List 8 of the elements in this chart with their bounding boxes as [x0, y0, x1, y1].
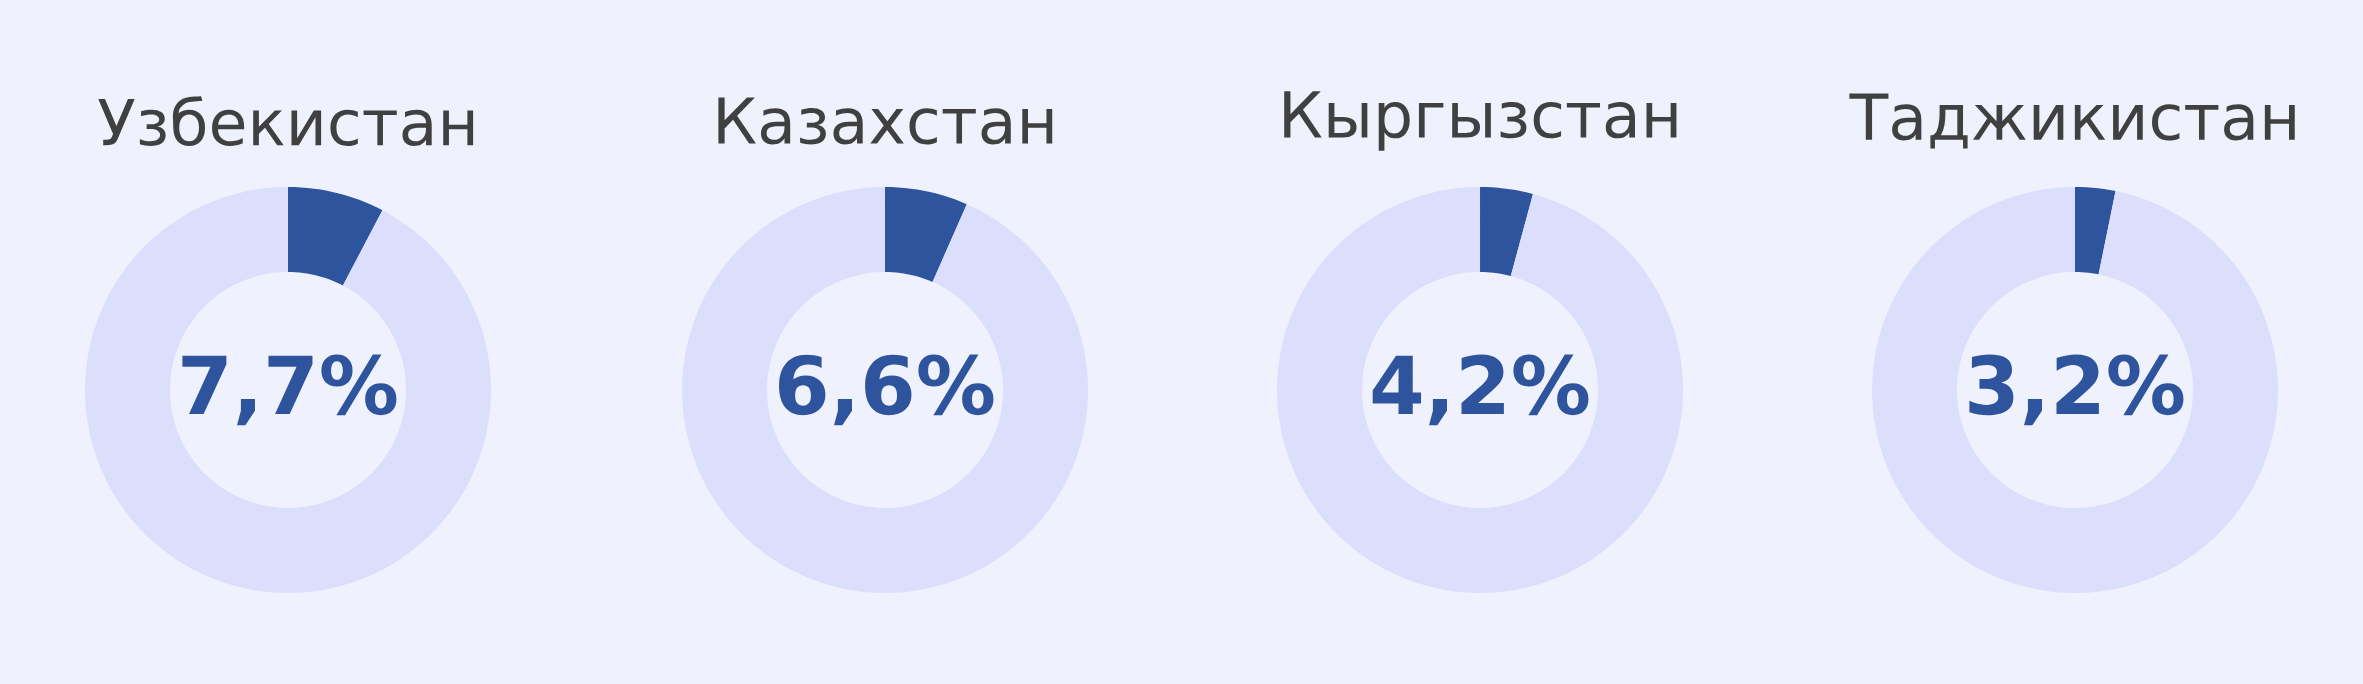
text: 6,6% [779, 354, 994, 426]
text: 3,2% [1969, 354, 2184, 426]
text: 4,2% [1372, 354, 1589, 426]
chart-title: Казахстан [718, 97, 1053, 145]
chart-title: Узбекистан [98, 95, 474, 147]
chart-title: Таджикистан [1849, 93, 2295, 149]
chart-title: Кыргызстан [1284, 91, 1677, 151]
text: 7,7% [182, 354, 397, 426]
